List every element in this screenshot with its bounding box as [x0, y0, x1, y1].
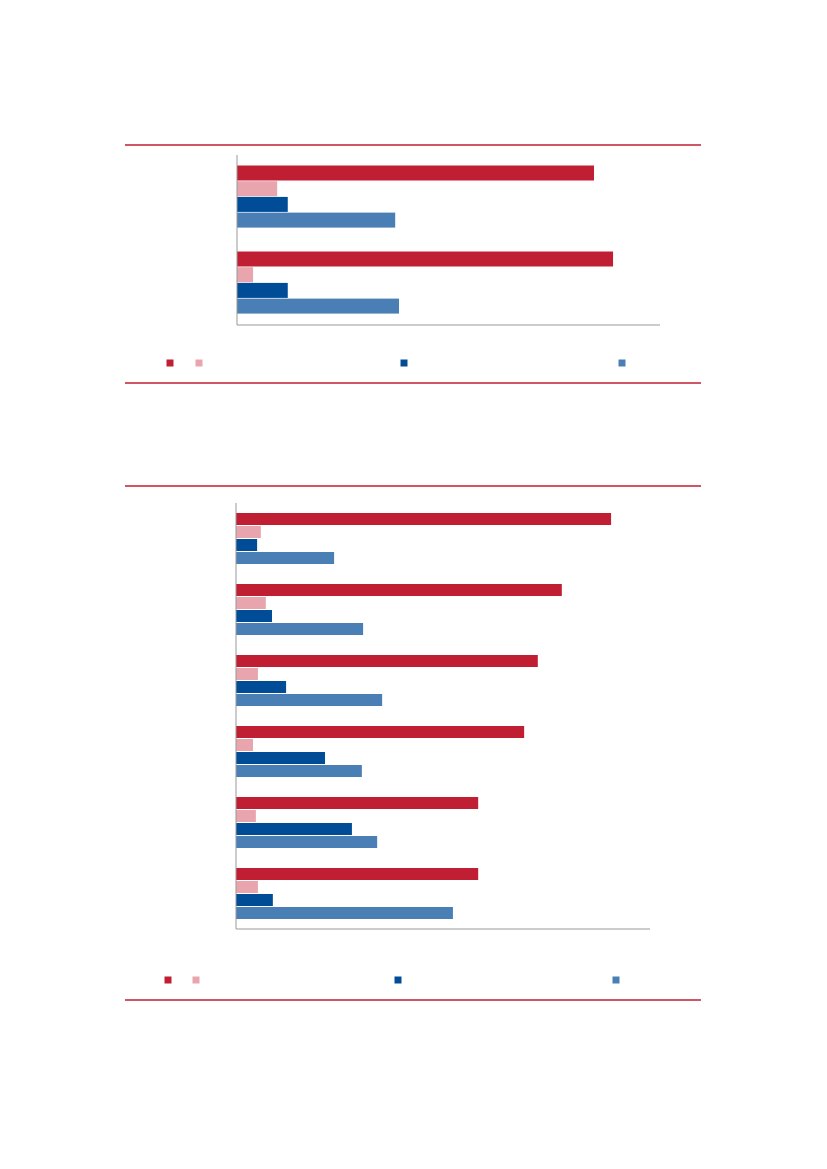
bar — [236, 881, 258, 893]
bar — [236, 623, 364, 635]
bar — [236, 526, 261, 538]
legend-marker — [164, 976, 172, 984]
legend-marker — [400, 359, 408, 367]
bar — [236, 907, 453, 919]
legend-marker — [394, 976, 402, 984]
bar — [236, 610, 273, 622]
bar — [237, 267, 254, 283]
bar — [236, 810, 256, 822]
bar — [237, 196, 288, 212]
bar — [236, 823, 352, 835]
bar — [236, 868, 479, 880]
bar — [237, 298, 400, 314]
bar — [236, 694, 383, 706]
bar — [236, 739, 253, 751]
bar — [236, 752, 326, 764]
bar — [236, 797, 479, 809]
bar — [237, 282, 288, 298]
bar — [236, 539, 258, 551]
bar — [236, 681, 287, 693]
legend-marker — [192, 976, 200, 984]
bar — [236, 894, 273, 906]
bar — [236, 655, 538, 667]
bar — [236, 513, 612, 525]
bar — [237, 212, 396, 228]
bar — [236, 584, 562, 596]
bar — [236, 836, 378, 848]
legend-marker — [612, 976, 620, 984]
bar — [237, 181, 278, 197]
bar — [236, 765, 362, 777]
legend-marker — [618, 359, 626, 367]
bar — [236, 668, 258, 680]
bar — [236, 552, 335, 564]
legend-marker — [195, 359, 203, 367]
legend-marker — [166, 359, 174, 367]
bar — [237, 251, 614, 267]
bar — [236, 597, 266, 609]
bar — [237, 165, 595, 181]
bar — [236, 726, 525, 738]
